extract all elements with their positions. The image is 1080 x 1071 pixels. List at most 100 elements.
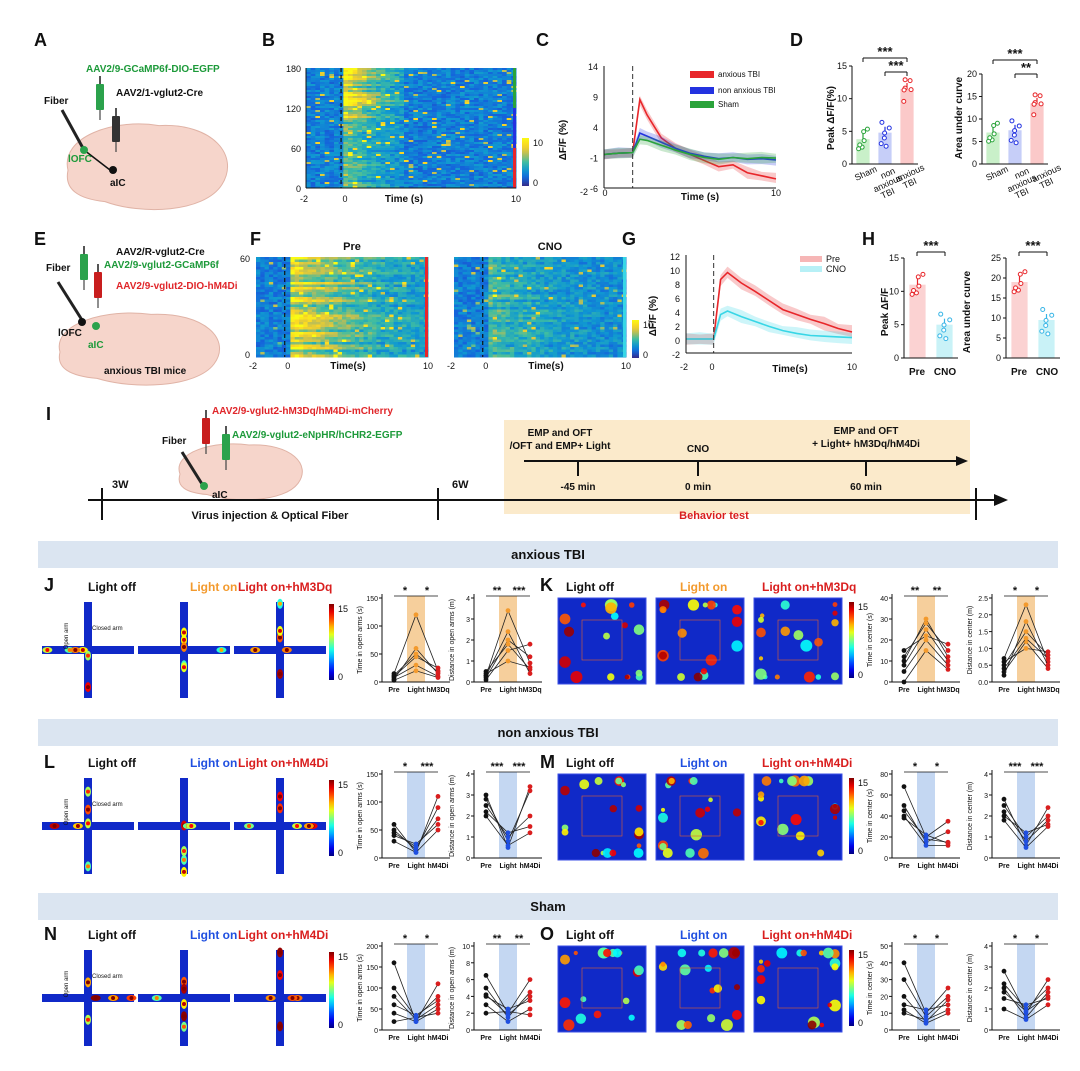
heatmap-cell [408,172,414,175]
heatmap-cell [390,134,396,137]
heatmap-cell [574,272,580,275]
heatmap-cell [483,150,489,153]
heatmap-cell [474,96,480,99]
heatmap-cell [505,257,511,260]
heatmap-cell [552,269,558,273]
heatmap-cell [337,292,343,295]
heatmap-cell [385,334,390,338]
heatmap-cell [277,272,283,275]
heatmap-cell [432,102,438,105]
heatmap-cell [399,142,405,145]
heatmap-cell [410,342,416,345]
heatmap-cell [352,176,358,179]
heatmap-cell [316,304,321,308]
heatmap-cell [366,180,372,183]
heatmap-cell [329,92,335,95]
heatmap-cell [509,267,515,270]
heatmap-cell [492,88,498,91]
heatmap-cell [436,92,442,95]
heatmap-cell [413,158,419,161]
heatmap-cell [419,284,425,288]
heatmap-cell [334,96,340,99]
heatmap-cell [497,148,503,151]
heatmap-cell [277,269,283,273]
heatmap-cell [574,257,580,260]
heatmap-cell [315,136,321,139]
heatmap-cell [462,269,468,273]
heatmap-cell [497,114,503,117]
y-axis-label: ΔF/F (%) [558,120,569,161]
heatmap-cell [408,110,414,113]
heatmap-cell [315,78,321,81]
heatmap-cell [354,267,360,270]
heatmap-cell [460,108,466,111]
heatmap-cell [277,334,283,338]
heatmap-cell [389,347,395,350]
heatmap-cell [354,322,360,325]
heatmap-cell [337,277,343,280]
heatmap-cell [357,94,363,97]
heatmap-cell [352,78,358,81]
heatmap-cell [422,170,428,173]
heatmap-cell [362,144,368,147]
heatmap-cell [492,262,498,265]
heatmap-cell [338,128,344,131]
panel-letter-n: N [44,924,57,944]
heatmap-cell [561,259,567,263]
heatmap-cell [303,307,309,310]
heatmap-cell [324,272,330,275]
heatmap-cell [404,88,410,91]
heatmap-cell [333,324,339,328]
heatmap-cell [376,332,382,335]
heatmap-cell [506,70,512,73]
heatmap-cell [380,134,386,137]
heatmap-cell [436,148,442,151]
heatmap-cell [324,158,330,161]
heatmap-cell [413,156,419,159]
heatmap-cell [311,344,317,348]
heatmap-cell [488,154,494,157]
heatmap-cell [488,264,494,268]
heatmap-cell [385,347,390,350]
heatmap-cell [474,142,480,145]
heatmap-cell [497,150,503,153]
heatmap-cell [380,130,386,133]
heatmap-cell [497,96,503,99]
heatmap-cell [333,349,339,353]
heatmap-cell [320,332,326,335]
heatmap-cell [372,267,377,270]
heatmap-cell [591,274,597,278]
heatmap-cell [478,170,484,173]
heatmap-cell [436,84,442,87]
heatmap-cell [474,162,480,165]
heatmap-cell [352,170,358,173]
heatmap-cell [307,347,313,350]
heatmap-cell [446,74,452,77]
data-point [879,119,885,125]
heatmap-cell [436,172,442,175]
heatmap-cell [329,154,335,157]
heatmap-cell [371,82,377,85]
heatmap-cell [367,349,373,353]
heatmap-cell [474,114,480,117]
heatmap-cell [268,262,274,265]
heatmap-cell [422,136,428,139]
heatmap-cell [446,72,452,75]
heatmap-cell [264,329,270,333]
heatmap-cell [348,136,354,139]
heatmap-cell [432,78,438,81]
syringe-icon [96,84,104,110]
heatmap-cell [385,106,391,109]
heatmap-cell [268,289,274,293]
heatmap-cell [324,297,330,300]
heatmap-cell [320,344,326,348]
heatmap-cell [324,88,330,91]
fiber-label: Fiber [44,96,69,107]
heatmap-cell [337,309,343,313]
heatmap-cell [348,110,354,113]
heatmap-cell [406,344,412,348]
heatmap-cell [497,274,502,278]
fiber-icon [56,281,84,321]
heatmap-cell [432,144,438,147]
heatmap-cell [446,114,452,117]
